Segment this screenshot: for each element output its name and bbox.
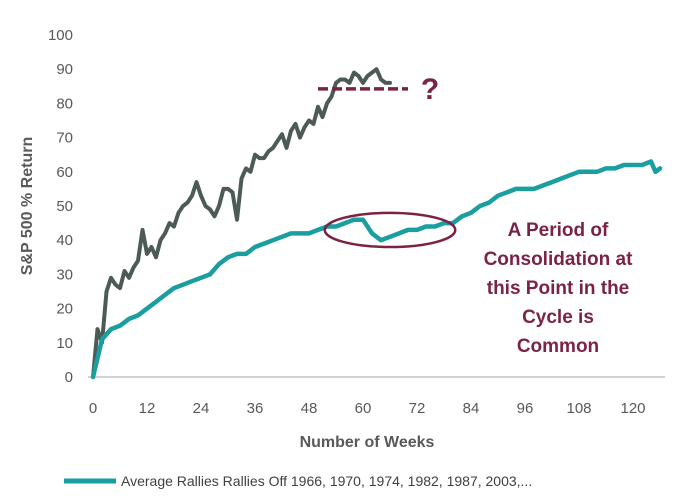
y-tick-label: 30 bbox=[56, 266, 73, 283]
y-tick-label: 10 bbox=[56, 335, 73, 352]
y-tick-label: 90 bbox=[56, 61, 73, 78]
y-tick-label: 70 bbox=[56, 130, 73, 147]
series-layer bbox=[90, 67, 663, 380]
y-tick-label: 20 bbox=[56, 301, 73, 318]
x-tick-label: 96 bbox=[517, 400, 534, 417]
y-tick-label: 40 bbox=[56, 232, 73, 249]
x-tick-label: 48 bbox=[301, 400, 318, 417]
x-tick-label: 24 bbox=[193, 400, 210, 417]
annotation-text-line: Common bbox=[517, 336, 599, 357]
y-tick-label: 80 bbox=[56, 95, 73, 112]
annotation-text-line: this Point in the bbox=[487, 278, 630, 299]
y-tick-label: 0 bbox=[65, 369, 73, 386]
x-axis-ticks: 0 12 24 36 48 60 72 84 96 108 120 bbox=[89, 400, 646, 417]
annotation-text-line: Consolidation at bbox=[484, 249, 634, 270]
x-tick-label: 12 bbox=[139, 400, 156, 417]
x-axis-title: Number of Weeks bbox=[300, 434, 435, 451]
legend-label: Average Rallies Rallies Off 1966, 1970, … bbox=[121, 473, 532, 489]
annotation-layer: ? A Period of Consolidation at this Point i… bbox=[318, 73, 633, 357]
x-tick-label: 120 bbox=[620, 400, 645, 417]
annotation-text-line: Cycle is bbox=[522, 307, 594, 328]
x-tick-label: 108 bbox=[566, 400, 591, 417]
series-line-average bbox=[90, 159, 663, 380]
y-axis-title: S&P 500 % Return bbox=[19, 137, 36, 275]
series-line-current bbox=[91, 67, 392, 379]
consolidation-ellipse bbox=[323, 211, 457, 249]
question-mark: ? bbox=[421, 73, 439, 106]
y-tick-label: 100 bbox=[48, 27, 73, 44]
y-axis-ticks: 0 10 20 30 40 50 60 70 80 90 100 bbox=[48, 27, 73, 386]
x-tick-label: 0 bbox=[89, 400, 97, 417]
x-tick-label: 84 bbox=[463, 400, 480, 417]
y-tick-label: 50 bbox=[56, 198, 73, 215]
annotation-text-line: A Period of bbox=[508, 220, 609, 241]
x-tick-label: 72 bbox=[409, 400, 426, 417]
x-tick-label: 36 bbox=[247, 400, 264, 417]
y-tick-label: 60 bbox=[56, 164, 73, 181]
x-tick-label: 60 bbox=[355, 400, 372, 417]
